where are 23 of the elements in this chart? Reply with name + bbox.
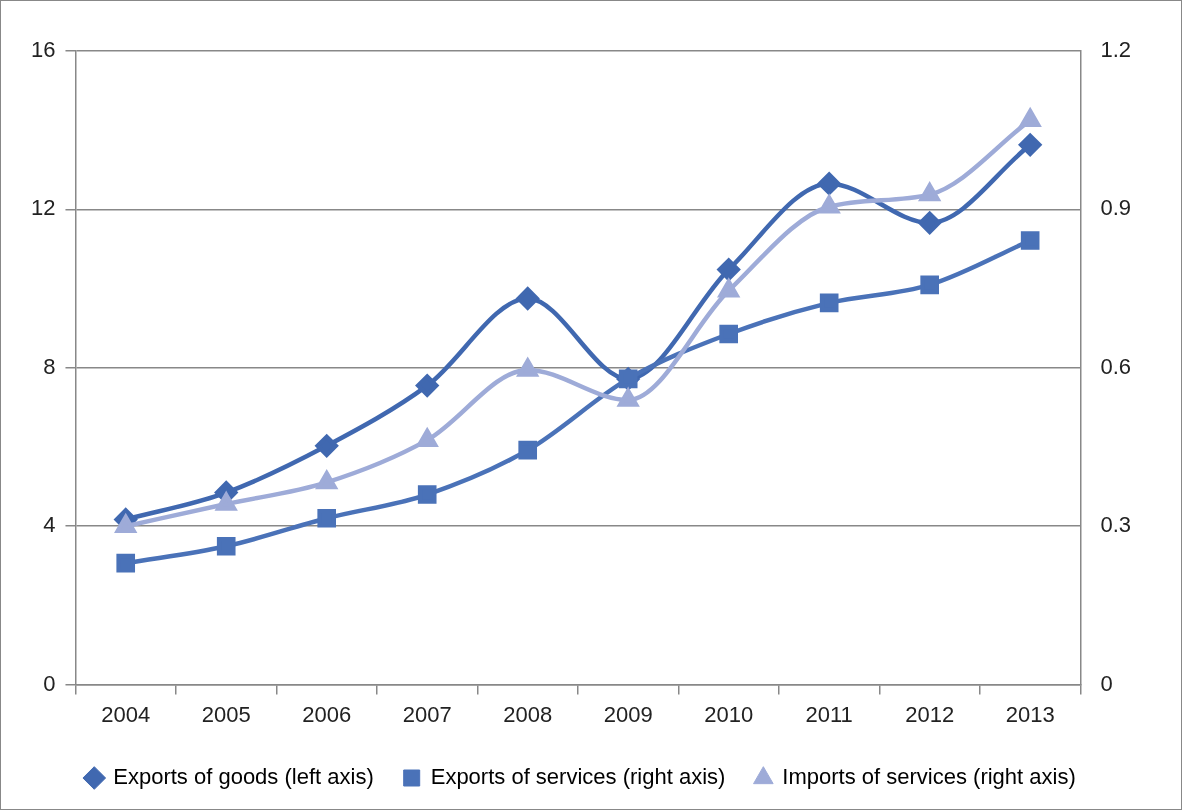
y2-tick-label: 1.2 <box>1100 37 1132 63</box>
y2-tick-label: 0.3 <box>1100 512 1132 538</box>
x-tick-label: 2010 <box>704 701 754 727</box>
y-tick-label: 8 <box>43 353 56 379</box>
y2-tick-label: 0.6 <box>1100 353 1132 379</box>
legend-label: Imports of services (right axis) <box>782 764 1076 790</box>
legend-label: Exports of goods (left axis) <box>113 764 374 790</box>
y-tick-label: 12 <box>30 195 56 221</box>
legend-label: Exports of services (right axis) <box>430 764 726 790</box>
x-tick-label: 2009 <box>603 701 653 727</box>
x-tick-label: 2006 <box>302 701 352 727</box>
x-tick-label: 2012 <box>905 701 955 727</box>
x-tick-label: 2008 <box>503 701 553 727</box>
y2-tick-label: 0.9 <box>1100 195 1132 221</box>
y2-tick-label: 0 <box>1100 670 1113 696</box>
x-tick-label: 2013 <box>1005 701 1055 727</box>
x-tick-label: 2007 <box>402 701 452 727</box>
x-tick-label: 2004 <box>101 701 151 727</box>
y-tick-label: 0 <box>43 670 56 696</box>
y-tick-label: 16 <box>30 37 56 63</box>
y-tick-label: 4 <box>43 512 56 538</box>
x-tick-label: 2011 <box>805 701 853 727</box>
x-tick-label: 2005 <box>201 701 251 727</box>
